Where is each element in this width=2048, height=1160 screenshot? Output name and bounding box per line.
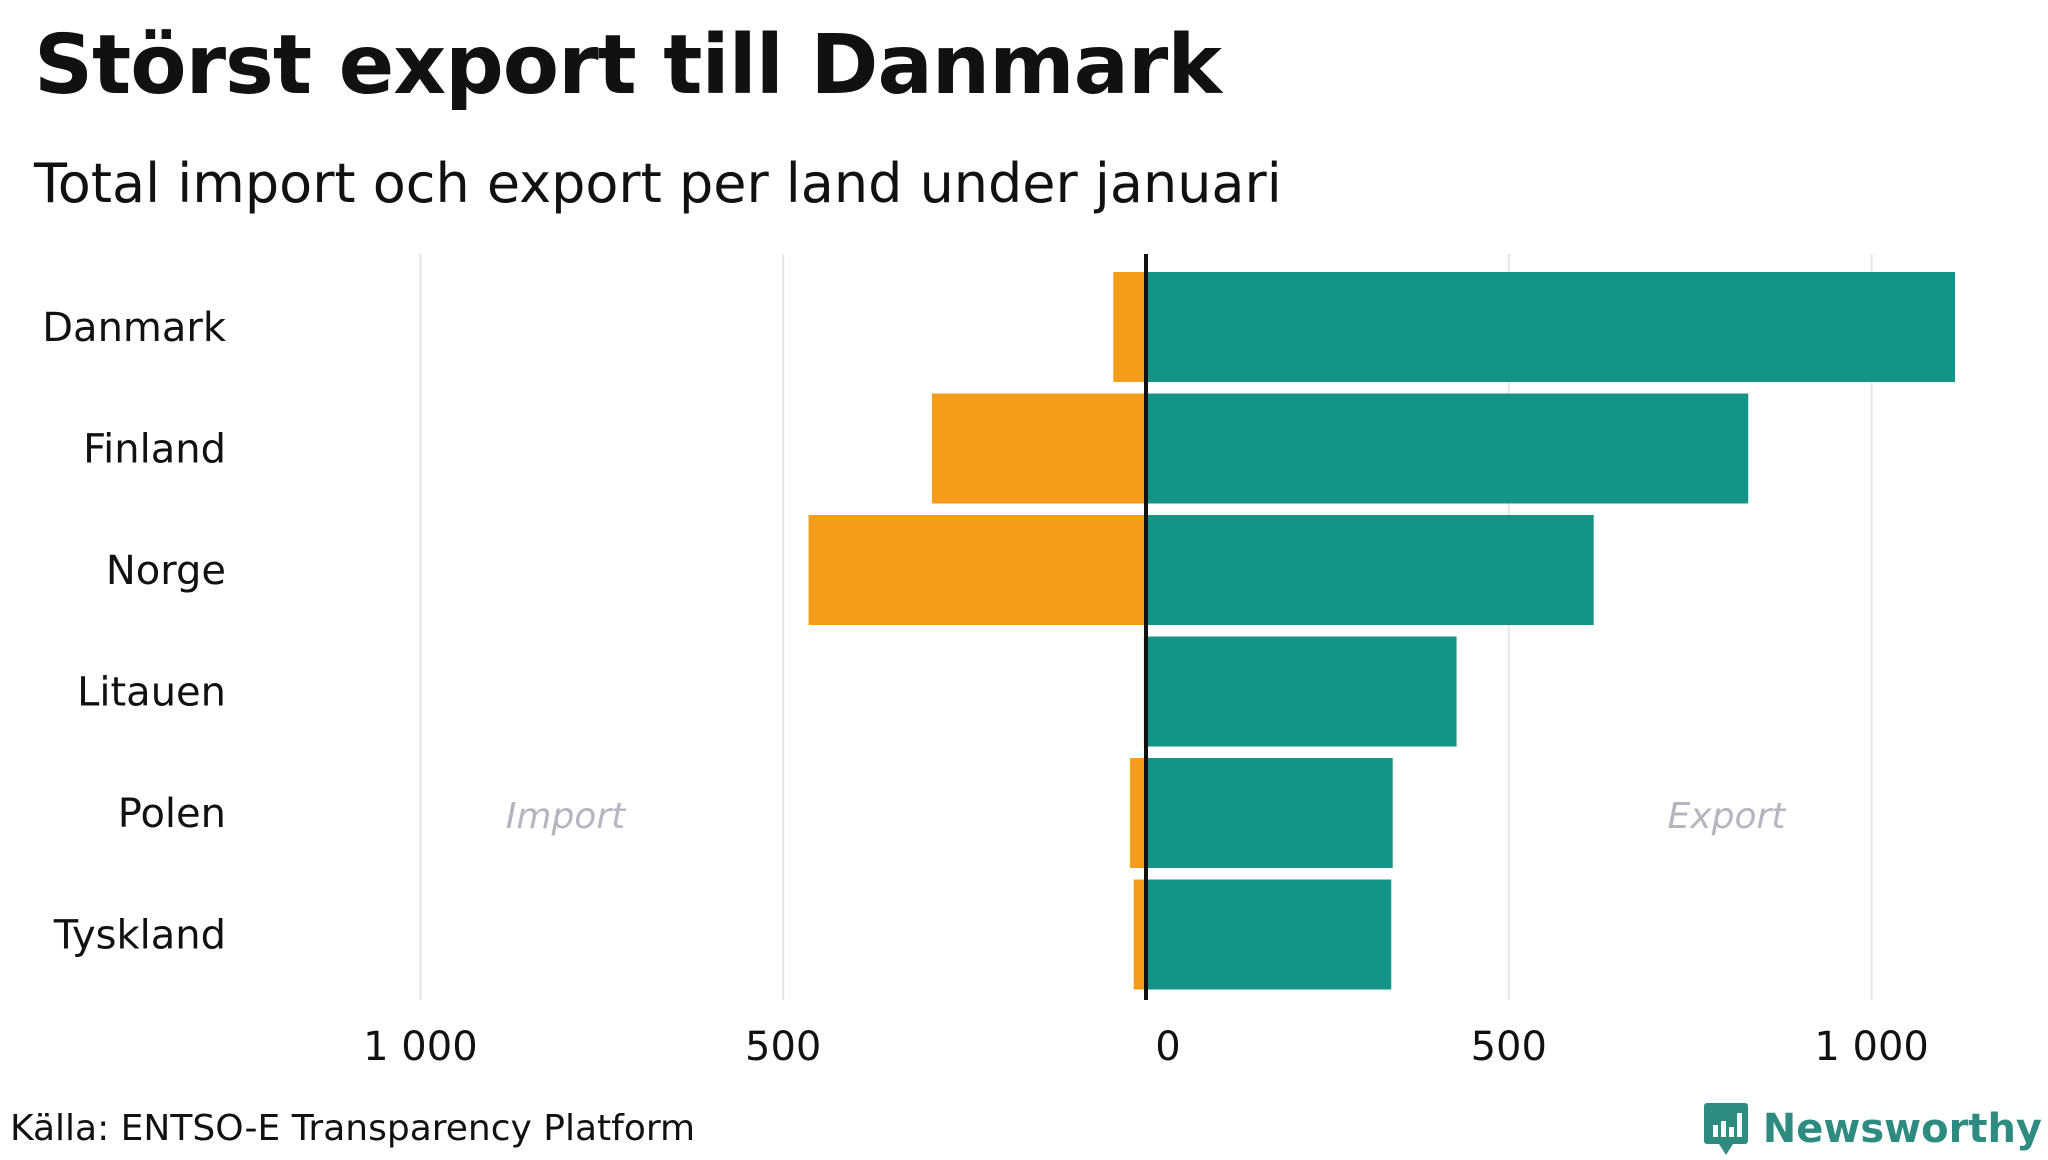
brand-name: Newsworthy bbox=[1762, 1106, 2042, 1152]
import-bar bbox=[931, 393, 1146, 504]
x-tick-label: 1 000 bbox=[363, 1024, 478, 1070]
export-bar bbox=[1146, 879, 1392, 990]
x-tick-label: 1 000 bbox=[1814, 1024, 1929, 1070]
category-label: Tyskland bbox=[53, 913, 226, 959]
import-bar bbox=[1113, 272, 1146, 382]
annotation-label: Import bbox=[506, 796, 627, 837]
category-label: Danmark bbox=[42, 305, 227, 351]
source-note: Källa: ENTSO-E Transparency Platform bbox=[10, 1108, 696, 1149]
diverging-bar-chart: Danmark Finland Norge Litauen Polen Tyskland I… bbox=[42, 254, 1956, 1070]
x-tick-label: 500 bbox=[1471, 1024, 1547, 1070]
x-tick-label: 0 bbox=[1155, 1024, 1180, 1070]
import-bar bbox=[1133, 879, 1146, 990]
brand-logo-group: Newsworthy bbox=[1703, 1098, 2042, 1160]
x-tick-label: 500 bbox=[745, 1024, 821, 1070]
chart-subtitle: Total import och export per land under j… bbox=[34, 152, 1282, 215]
import-bar bbox=[1130, 758, 1146, 868]
annotation-label: Export bbox=[1668, 796, 1788, 837]
category-label: Polen bbox=[118, 791, 226, 837]
newsworthy-logo-icon bbox=[1703, 1103, 1748, 1155]
import-bar bbox=[808, 515, 1146, 625]
category-label: Norge bbox=[106, 548, 226, 594]
export-bar bbox=[1146, 515, 1594, 625]
export-bar bbox=[1146, 393, 1749, 504]
export-bar bbox=[1146, 636, 1457, 747]
category-label: Finland bbox=[83, 427, 226, 473]
export-bar bbox=[1146, 758, 1393, 868]
export-bar bbox=[1146, 272, 1956, 382]
category-label: Litauen bbox=[77, 670, 226, 716]
chart-title: Störst export till Danmark bbox=[34, 18, 1222, 113]
